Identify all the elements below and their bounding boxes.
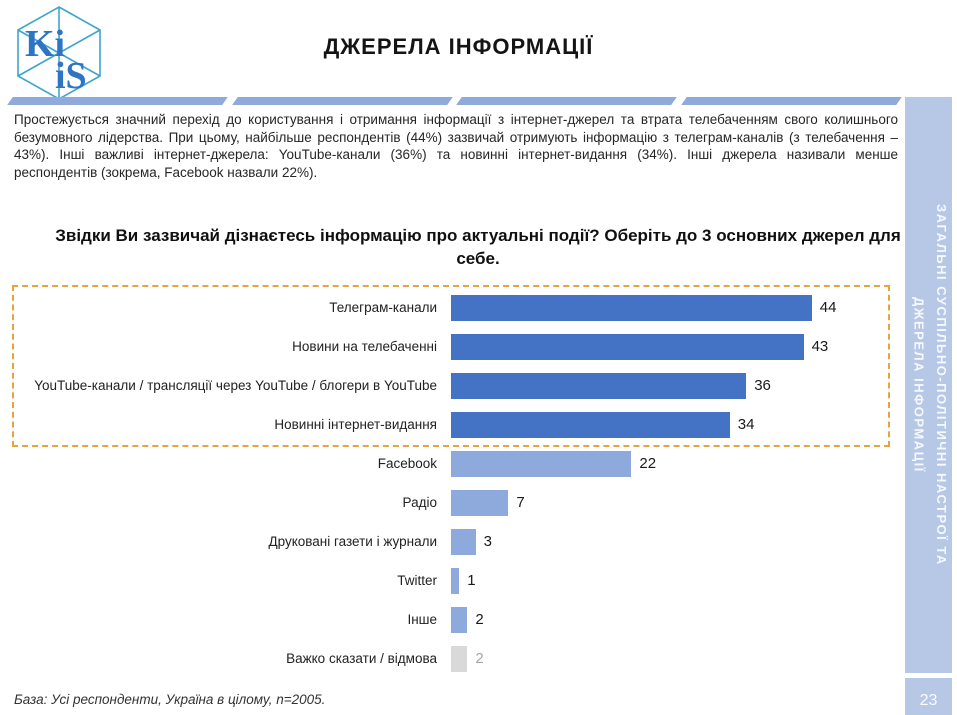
- chart-row: Facebook 22: [12, 444, 890, 483]
- value-label: 3: [483, 533, 492, 550]
- bar: [451, 489, 509, 516]
- chart-row: Twitter 1: [12, 561, 890, 600]
- category-label: Twitter: [397, 572, 437, 588]
- bar: [451, 450, 632, 477]
- value-label: 22: [639, 455, 657, 472]
- logo-text-bottom: iS: [55, 55, 87, 97]
- chart-row: Новини на телебаченні 43: [12, 327, 890, 366]
- value-label: 34: [737, 416, 755, 433]
- category-label: Інше: [407, 611, 437, 627]
- base-note: База: Усі респонденти, Україна в цілому,…: [14, 692, 326, 707]
- value-label: 1: [467, 572, 476, 589]
- category-label: Новини на телебаченні: [292, 338, 437, 354]
- question-heading: Звідки Ви зазвичай дізнаєтесь інформацію…: [55, 226, 901, 268]
- value-label: 7: [516, 494, 525, 511]
- summary-paragraph: Простежується значний перехід до користу…: [14, 112, 898, 180]
- category-label: Друковані газети і журнали: [268, 533, 437, 549]
- chart-row: Інше 2: [12, 600, 890, 639]
- bar: [451, 528, 476, 555]
- slide-title: ДЖЕРЕЛА ІНФОРМАЦІЇ: [323, 34, 594, 59]
- divider-bar: [7, 97, 901, 105]
- bar: [451, 567, 460, 594]
- value-label: 2: [475, 611, 484, 628]
- bar: [451, 333, 804, 360]
- category-label: Радіо: [402, 494, 437, 510]
- bar: [451, 606, 468, 633]
- bar-chart: Телеграм-канали 44 Новини на телебаченні 43…: [12, 285, 890, 678]
- bar: [451, 372, 747, 399]
- kiis-logo: Ki iS: [17, 6, 101, 100]
- divider-segment: [456, 97, 677, 105]
- logo-text-top: Ki: [25, 23, 65, 65]
- category-label: Важко сказати / відмова: [286, 650, 437, 666]
- category-label: Новинні інтернет-видання: [274, 416, 437, 432]
- category-label: YouTube-канали / трансляції через YouTub…: [34, 377, 437, 393]
- bar: [451, 645, 468, 672]
- value-label: 2: [475, 650, 484, 667]
- page-number-badge: 23: [905, 678, 952, 715]
- value-label: 36: [754, 377, 771, 394]
- chart-row: YouTube-канали / трансляції через YouTub…: [12, 366, 890, 405]
- bar: [451, 294, 812, 321]
- value-label: 43: [811, 338, 829, 355]
- chart-row: Новинні інтернет-видання 34: [12, 405, 890, 444]
- divider-segment: [680, 97, 901, 105]
- category-label: Телеграм-канали: [329, 299, 437, 315]
- divider-segment: [231, 97, 452, 105]
- chart-row: Друковані газети і журнали 3: [12, 522, 890, 561]
- bar: [451, 411, 730, 438]
- divider-segment: [7, 97, 228, 105]
- section-sidebar-label: ЗАГАЛЬНІ СУСПІЛЬНО-ПОЛІТИЧНІ НАСТРОЇ ТА …: [911, 204, 949, 566]
- chart-row: Радіо 7: [12, 483, 890, 522]
- chart-row: Важко сказати / відмова 2: [12, 639, 890, 678]
- section-sidebar: ЗАГАЛЬНІ СУСПІЛЬНО-ПОЛІТИЧНІ НАСТРОЇ ТА …: [905, 97, 952, 673]
- value-label: 44: [819, 299, 837, 316]
- chart-row: Телеграм-канали 44: [12, 288, 890, 327]
- page-number: 23: [919, 692, 938, 709]
- category-label: Facebook: [377, 455, 437, 471]
